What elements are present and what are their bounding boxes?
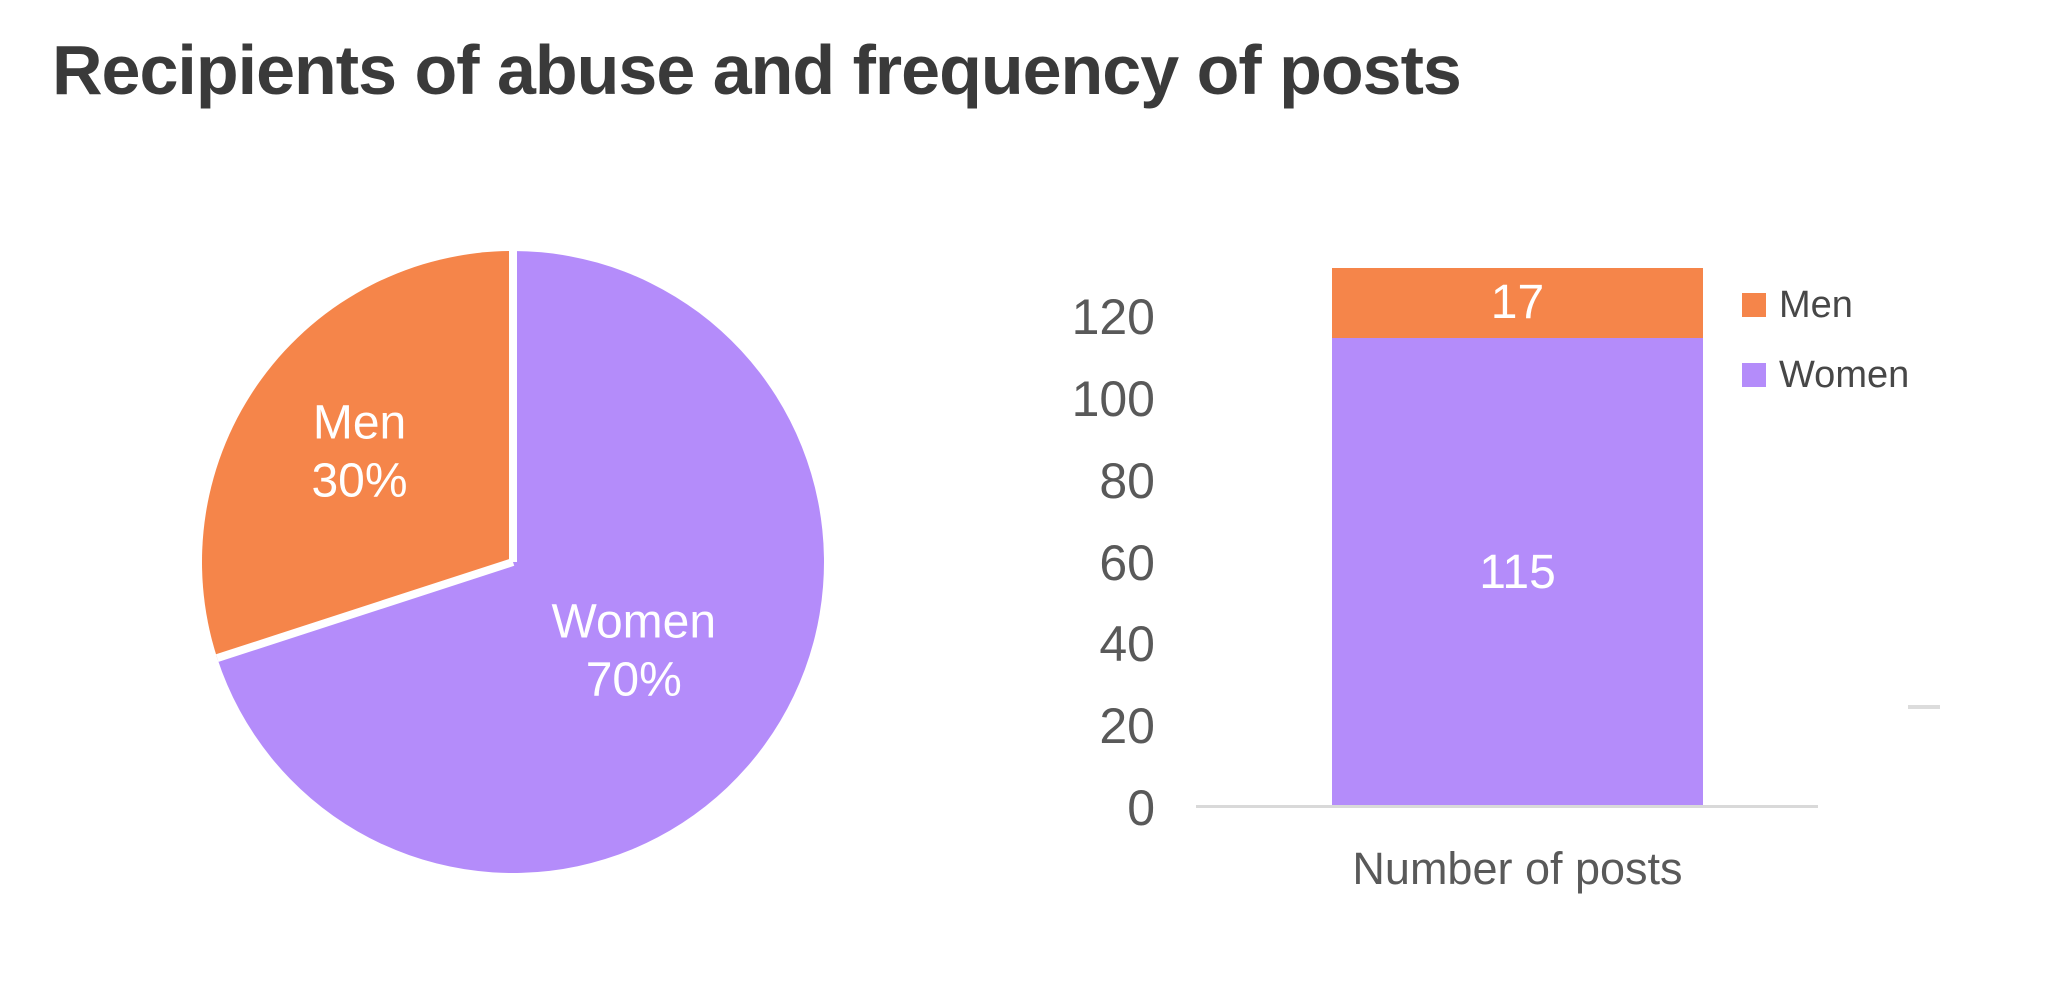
chart-title: Recipients of abuse and frequency of pos… (52, 31, 1462, 109)
x-axis-label: Number of posts (1352, 843, 1683, 894)
legend-swatch-icon (1742, 293, 1766, 317)
stray-gridline-mark (1908, 705, 1940, 709)
pie-slice-divider (215, 558, 515, 662)
y-tick-label: 100 (1071, 371, 1155, 427)
x-axis-line (1196, 805, 1818, 808)
y-tick-label: 120 (1071, 289, 1155, 346)
bar-value-label: 17 (1490, 276, 1545, 330)
pie-chart: Women 70% Men 30% (201, 250, 825, 873)
bar-segment-women: 115 (1332, 337, 1703, 808)
y-tick-label: 20 (1099, 698, 1155, 755)
bar-segment-men: 17 (1332, 268, 1703, 338)
y-tick-label: 40 (1099, 616, 1155, 673)
y-tick-label: 80 (1099, 452, 1155, 509)
pie-slice-women (217, 251, 825, 873)
bar-value-label: 115 (1479, 546, 1556, 600)
legend-swatch-icon (1742, 363, 1766, 387)
legend-label: Men (1779, 284, 1853, 326)
legend-item-women: Women (1742, 354, 1910, 396)
pie-slice-label-men: Men 30% (311, 396, 407, 507)
pie-slice-men (201, 250, 513, 659)
y-tick-label: 0 (1127, 780, 1155, 836)
legend-label: Women (1779, 354, 1910, 396)
y-tick-label: 60 (1099, 534, 1155, 591)
pie-slice-label-women: Women 70% (552, 596, 717, 707)
legend-item-men: Men (1742, 284, 1853, 326)
